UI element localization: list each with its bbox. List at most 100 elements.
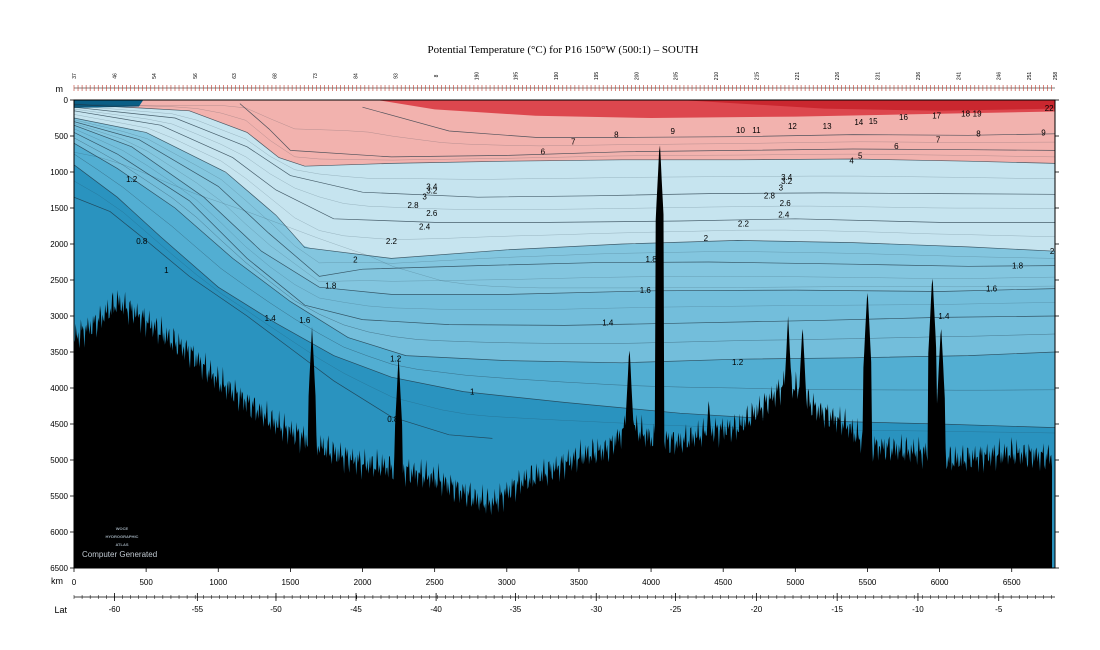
depth-tick-label: 6000	[50, 528, 68, 537]
station-label: 195	[514, 72, 520, 81]
latitude-tick-label: -20	[751, 605, 763, 614]
station-label: 68	[273, 73, 279, 79]
distance-axis: km 0 500 1000 1500 2000 2500 3000 3500 4000 4500 5…	[51, 568, 1021, 587]
contour-label: 6	[894, 142, 899, 151]
contour-line	[74, 180, 1055, 434]
depth-tick-label: 4500	[50, 420, 68, 429]
contour-label: 2	[353, 256, 358, 265]
contour-label: 15	[869, 117, 878, 126]
contour-label: 7	[936, 136, 941, 145]
contour-label: 2.8	[407, 201, 419, 210]
contour-label: 11	[752, 126, 761, 135]
latitude-tick-label: -55	[192, 605, 204, 614]
station-label: 54	[152, 73, 158, 79]
contour-label: 8	[614, 130, 619, 139]
station-label: 190	[554, 72, 560, 81]
depth-tick-label: 3000	[50, 312, 68, 321]
contour-label: 5	[858, 151, 863, 160]
contour-label: 2.4	[419, 223, 431, 232]
depth-tick-label: 2000	[50, 240, 68, 249]
depth-unit-label: m	[56, 84, 64, 94]
contour-line	[74, 105, 1055, 180]
station-label: 46	[112, 73, 118, 79]
contour-label: 3.2	[781, 177, 793, 186]
contour-label: 1	[164, 266, 169, 275]
contour-label: 17	[932, 112, 941, 121]
distance-tick-label: 2500	[426, 578, 444, 587]
contour-label: 0.8	[136, 237, 148, 246]
woce-logo-line: WOCE	[116, 526, 129, 531]
distance-tick-label: 1500	[281, 578, 299, 587]
contour-label: 22	[1045, 104, 1054, 113]
contour-line	[74, 103, 1055, 161]
edge-water	[1052, 460, 1055, 568]
contour-label: 12	[788, 122, 797, 131]
distance-tick-label: 500	[139, 578, 153, 587]
station-label: 84	[353, 73, 359, 79]
latitude-tick-label: -35	[510, 605, 522, 614]
station-label: 37	[72, 73, 78, 79]
contour-label: 14	[854, 118, 863, 127]
depth-tick-label: 6500	[50, 564, 68, 573]
contour-line	[74, 121, 1055, 277]
station-label: 93	[394, 73, 400, 79]
latitude-tick-label: -45	[350, 605, 362, 614]
contour-line	[74, 152, 1055, 289]
distance-tick-label: 3500	[570, 578, 588, 587]
contour-line	[74, 123, 1055, 283]
contour-label: 1.8	[1012, 262, 1024, 271]
contour-label: 2.8	[764, 192, 776, 201]
latitude-tick-label: -15	[831, 605, 843, 614]
contour-label: 1.6	[299, 316, 311, 325]
contour-label: 1.2	[390, 354, 402, 363]
station-label: 221	[795, 72, 801, 81]
depth-tick-label: 5500	[50, 492, 68, 501]
contour-line	[74, 106, 1055, 198]
depth-tick-label: 2500	[50, 276, 68, 285]
station-label: 205	[674, 72, 680, 81]
contour-label: 1.2	[732, 358, 744, 367]
contour-label: 2.6	[780, 199, 792, 208]
station-label: 8	[434, 74, 440, 77]
station-label: 236	[916, 72, 922, 81]
latitude-unit-label: Lat	[54, 605, 67, 615]
station-label: 195	[594, 72, 600, 81]
plot-frame	[73, 99, 1056, 569]
latitude-tick-label: -60	[109, 605, 121, 614]
depth-tick-label: 4000	[50, 384, 68, 393]
latitude-tick-label: -10	[912, 605, 924, 614]
depth-axis: m 05001000150020002500300035004000450050…	[50, 84, 1059, 573]
contour-line	[74, 105, 1055, 147]
contour-label: 1.6	[640, 286, 652, 295]
station-label: 258	[1053, 72, 1059, 81]
station-label: 251	[1027, 72, 1033, 81]
station-label: 241	[956, 72, 962, 81]
depth-tick-label: 1000	[50, 168, 68, 177]
depth-tick-label: 3500	[50, 348, 68, 357]
station-label: 231	[876, 72, 882, 81]
contour-label: 2.6	[426, 209, 438, 218]
contour-line	[74, 153, 1055, 391]
contour-label: 3.2	[426, 187, 438, 196]
contour-label: 1.4	[265, 314, 277, 323]
contour-label: 9	[1041, 128, 1046, 137]
station-label: 63	[232, 73, 238, 79]
station-label: 190	[475, 72, 481, 81]
distance-tick-label: 2000	[354, 578, 372, 587]
contour-label: 2	[1050, 247, 1055, 256]
station-label: 246	[997, 72, 1003, 81]
contour-line	[74, 153, 1055, 391]
contour-line	[74, 142, 1055, 364]
contour-label: 2	[704, 234, 709, 243]
contour-line	[74, 110, 1055, 223]
contour-label: 2.2	[738, 220, 750, 229]
contour-label: 13	[823, 122, 832, 131]
contour-line	[74, 128, 1055, 310]
contour-label: 3	[422, 192, 427, 201]
band-surface-cold	[74, 100, 144, 108]
contour-line	[74, 137, 1055, 344]
